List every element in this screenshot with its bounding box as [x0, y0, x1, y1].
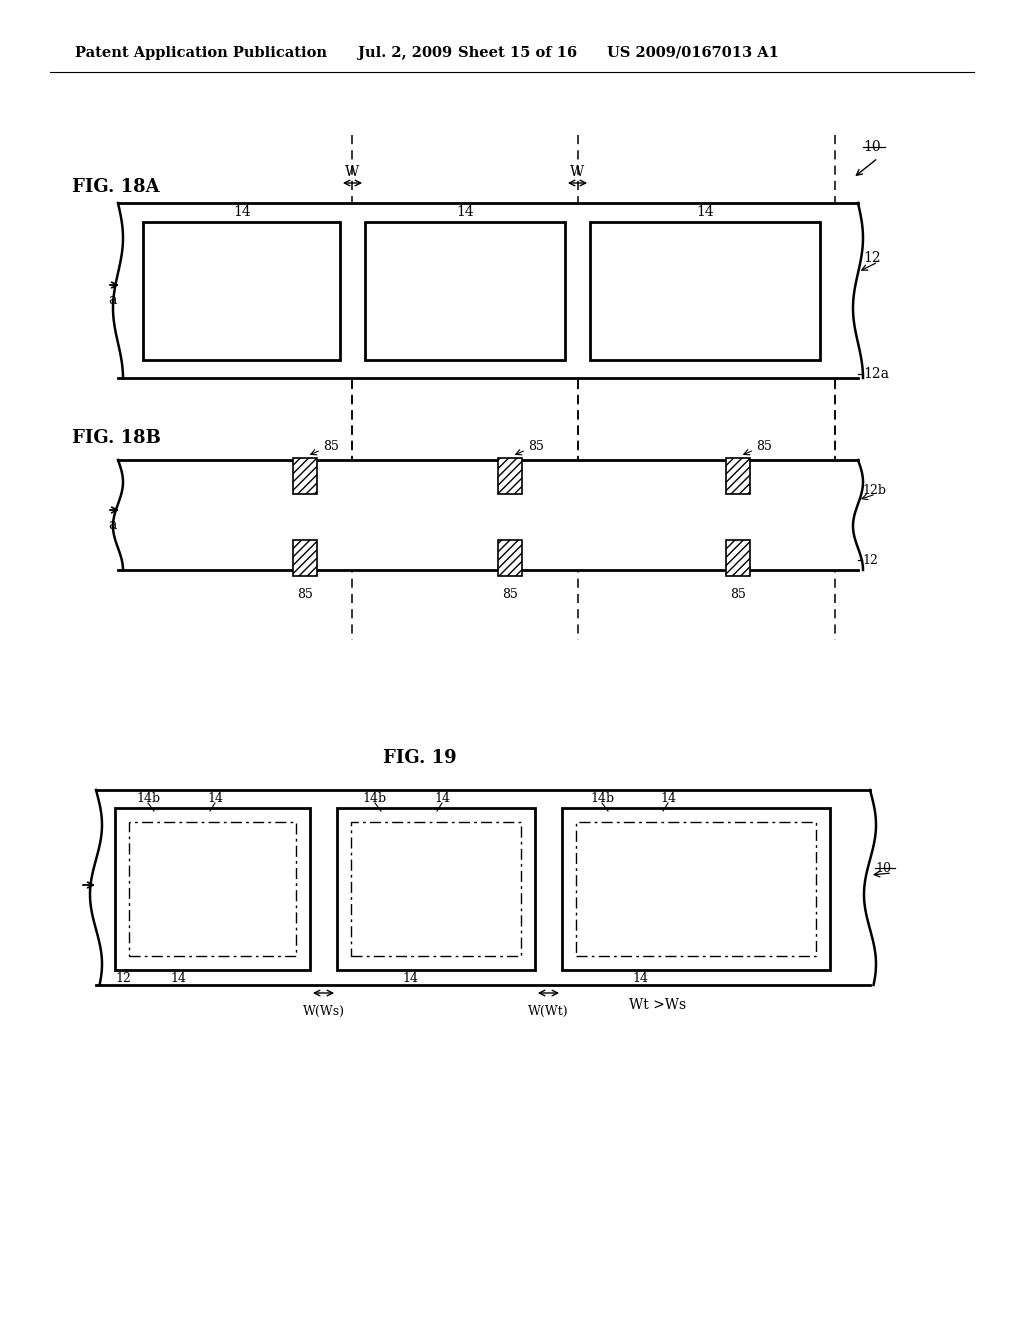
Text: 85: 85 [297, 587, 313, 601]
Text: 12b: 12b [862, 483, 886, 496]
Bar [129, 822, 296, 956]
Text: a: a [108, 293, 116, 308]
Text: 85: 85 [528, 440, 544, 453]
Text: Sheet 15 of 16: Sheet 15 of 16 [458, 46, 578, 59]
Text: W(Ws): W(Ws) [302, 1005, 344, 1018]
Text: W(Wt): W(Wt) [528, 1005, 568, 1018]
Text: 10: 10 [863, 140, 881, 154]
Text: 12: 12 [863, 251, 881, 265]
Text: FIG. 18B: FIG. 18B [72, 429, 161, 447]
Text: 14: 14 [402, 973, 418, 986]
Bar [143, 222, 340, 360]
Bar [562, 808, 830, 970]
Text: FIG. 18A: FIG. 18A [72, 178, 160, 195]
Text: 14b: 14b [590, 792, 614, 804]
Text: Wt >Ws: Wt >Ws [630, 998, 686, 1012]
Text: 14: 14 [207, 792, 223, 804]
Text: 14: 14 [632, 973, 648, 986]
Text: 14b: 14b [136, 792, 160, 804]
Text: 14: 14 [434, 792, 450, 804]
Text: 12: 12 [862, 553, 878, 566]
Bar [575, 822, 816, 956]
Text: 85: 85 [756, 440, 772, 453]
Bar [590, 222, 820, 360]
Text: 14: 14 [170, 973, 186, 986]
Text: 14: 14 [660, 792, 676, 804]
Text: W: W [345, 165, 359, 180]
Bar [337, 808, 535, 970]
Text: 14b: 14b [362, 792, 387, 804]
Text: 12a: 12a [863, 367, 889, 381]
Bar [365, 222, 565, 360]
Bar [498, 458, 522, 494]
Polygon shape [113, 459, 863, 570]
Bar [293, 540, 317, 576]
Bar [351, 822, 521, 956]
Text: a: a [108, 517, 116, 532]
Polygon shape [90, 789, 876, 985]
Text: W: W [570, 165, 585, 180]
Bar [115, 808, 310, 970]
Text: FIG. 19: FIG. 19 [383, 748, 457, 767]
Text: 14: 14 [456, 205, 474, 219]
Text: 12: 12 [115, 973, 131, 986]
Text: 14: 14 [696, 205, 714, 219]
Text: 85: 85 [323, 440, 339, 453]
Polygon shape [113, 203, 863, 378]
Bar [726, 540, 750, 576]
Text: 85: 85 [730, 587, 745, 601]
Bar [293, 458, 317, 494]
Text: Jul. 2, 2009: Jul. 2, 2009 [358, 46, 453, 59]
Bar [726, 458, 750, 494]
Text: 85: 85 [502, 587, 518, 601]
Text: US 2009/0167013 A1: US 2009/0167013 A1 [607, 46, 779, 59]
Text: 14: 14 [233, 205, 251, 219]
Bar [498, 540, 522, 576]
Text: Patent Application Publication: Patent Application Publication [75, 46, 327, 59]
Text: 10: 10 [874, 862, 891, 874]
